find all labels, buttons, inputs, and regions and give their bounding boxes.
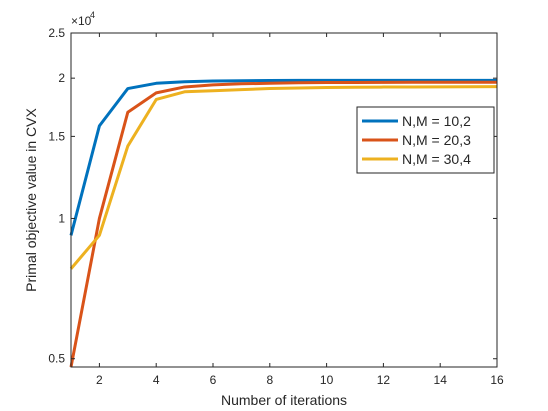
legend-label-2: N,M = 20,3: [402, 132, 471, 148]
series-line-3: [69, 85, 498, 270]
x-tick-label: 12: [377, 373, 391, 387]
legend: N,M = 10,2 N,M = 20,3 N,M = 30,4: [356, 106, 495, 174]
axes-layer: 2 4 6 8 10 12 14 16 0.5 1 1.5 2 2.5: [48, 26, 504, 387]
x-tick-label: 14: [434, 373, 448, 387]
y-multiplier-label: ×10: [71, 14, 92, 28]
x-tick-label: 6: [210, 373, 217, 387]
x-axis-label: Number of iterations: [221, 392, 347, 408]
y-tick-label: 1: [58, 211, 65, 225]
y-tick-label: 1.5: [48, 129, 65, 143]
y-tick-label: 2.5: [48, 26, 65, 40]
legend-label-3: N,M = 30,4: [402, 151, 471, 167]
x-tick-label: 4: [153, 373, 160, 387]
series-line-1: [69, 78, 497, 236]
axes-box: [70, 32, 498, 368]
x-tick-label: 16: [490, 373, 504, 387]
y-tick-label: 0.5: [48, 352, 65, 366]
x-tick-label: 8: [266, 373, 273, 387]
x-tick-label: 10: [320, 373, 334, 387]
legend-label-1: N,M = 10,2: [402, 113, 471, 129]
x-tick-label: 2: [96, 373, 103, 387]
series-line-2: [69, 80, 497, 368]
y-tick-label: 2: [58, 71, 65, 85]
y-axis-label: Primal objective value in CVX: [23, 108, 39, 292]
y-multiplier-exponent: 4: [90, 10, 95, 20]
series-layer: [69, 78, 498, 368]
